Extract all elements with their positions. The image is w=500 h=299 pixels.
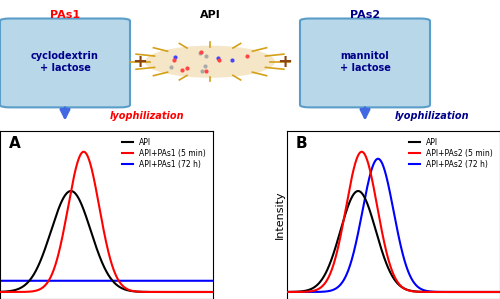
- Text: A: A: [8, 136, 20, 151]
- Legend: API, API+PAs2 (5 min), API+PAs2 (72 h): API, API+PAs2 (5 min), API+PAs2 (72 h): [406, 135, 496, 172]
- Legend: API, API+PAs1 (5 min), API+PAs1 (72 h): API, API+PAs1 (5 min), API+PAs1 (72 h): [118, 135, 209, 172]
- FancyBboxPatch shape: [300, 19, 430, 107]
- Y-axis label: Intensity: Intensity: [274, 190, 284, 239]
- Text: PAs1: PAs1: [50, 10, 80, 20]
- Text: +: +: [132, 53, 148, 71]
- FancyBboxPatch shape: [0, 19, 130, 107]
- Text: API: API: [200, 10, 220, 20]
- Text: lyophilization: lyophilization: [110, 111, 184, 121]
- Text: +: +: [278, 53, 292, 71]
- Circle shape: [145, 46, 275, 78]
- Text: cyclodextrin
+ lactose: cyclodextrin + lactose: [31, 51, 99, 72]
- Text: B: B: [296, 136, 308, 151]
- Text: mannitol
+ lactose: mannitol + lactose: [340, 51, 390, 72]
- Text: PAs2: PAs2: [350, 10, 380, 20]
- Text: lyophilization: lyophilization: [395, 111, 469, 121]
